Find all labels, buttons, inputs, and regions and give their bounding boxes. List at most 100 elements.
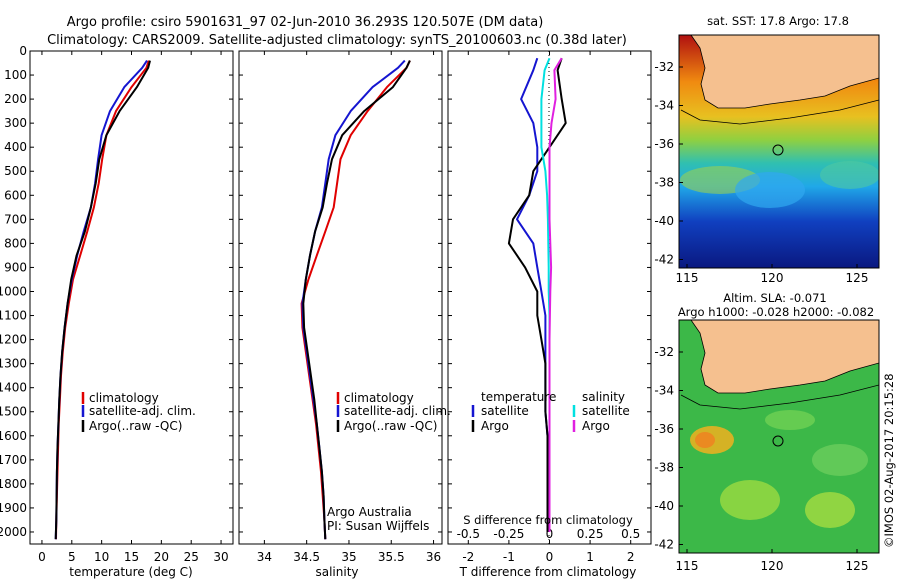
sla-feature [805,492,855,528]
axes-layer: 0100200300400500600700800900100011001200… [0,44,651,564]
y-tick-label: 400 [4,140,27,154]
lon-tick-label: 125 [846,271,869,285]
y-tick-label: 1900 [0,501,27,515]
legend-temperature-header: temperature [481,390,556,404]
t-difference-xlabel: T difference from climatology [459,565,637,579]
legend-satellite-label: satellite-adj. clim. [89,404,196,418]
series-line [54,60,151,540]
s-tick-label: -0.25 [493,527,524,541]
lon-tick-label: 120 [761,271,784,285]
temperature-lines [54,60,151,540]
temperature-xlabel: temperature (deg C) [69,565,192,579]
y-tick-label: 200 [4,92,27,106]
x-tick-label: -1 [503,550,515,564]
argo-australia-label: Argo Australia [327,505,412,519]
temperature-legend: climatology satellite-adj. clim. Argo(..… [81,391,196,433]
x-tick-label: 0 [546,550,554,564]
salinity-lines [300,59,411,540]
lat-tick-label: -38 [654,176,674,190]
s-difference-xlabel: S difference from climatology [463,513,633,527]
pi-label: PI: Susan Wijffels [327,519,429,533]
x-tick-label: 35.5 [378,550,405,564]
x-tick-label: 1 [586,550,594,564]
y-tick-label: 1800 [0,477,27,491]
y-tick-label: 1300 [0,357,27,371]
lon-tick-label: 115 [676,559,699,573]
sst-map-frame [678,34,880,269]
legend-s-argo-label: Argo [582,419,610,433]
x-tick-label: 20 [154,550,169,564]
sla-map-frame [678,319,880,554]
float-position-marker [772,435,784,447]
sst-map [679,35,879,268]
y-tick-label: 600 [4,188,27,202]
x-tick-label: 25 [184,550,199,564]
y-tick-label: 700 [4,212,27,226]
sla-feature [765,410,815,430]
legend-argo-label: Argo(..raw -QC) [344,419,437,433]
x-tick-label: 2 [627,550,635,564]
x-tick-label: -2 [462,550,474,564]
legend-argo-label: Argo(..raw -QC) [89,419,182,433]
imos-stamp: ©IMOS 02-Aug-2017 20:15:28 [882,373,896,548]
salinity-panel [238,50,443,545]
salinity-xlabel: salinity [315,565,358,579]
x-tick-label: 5 [68,550,76,564]
sla-map [679,320,879,553]
y-tick-label: 1700 [0,453,27,467]
sla-feature [720,480,780,520]
legend-satellite-label: satellite-adj. clim. [344,404,451,418]
land-mass [690,35,879,109]
lat-tick-label: -40 [654,499,674,513]
y-tick-label: 2000 [0,525,27,539]
y-tick-label: 1100 [0,309,27,323]
s-tick-label: 0 [546,527,554,541]
sst-feature [820,161,879,189]
lat-tick-label: -34 [654,384,674,398]
legend-s-satellite-label: satellite [582,404,630,418]
x-tick-label: 34.5 [293,550,320,564]
sst-feature [735,172,805,208]
y-tick-label: 100 [4,68,27,82]
x-tick-label: 10 [94,550,109,564]
x-tick-label: 30 [213,550,228,564]
y-tick-label: 300 [4,116,27,130]
y-tick-label: 900 [4,260,27,274]
lon-tick-label: 125 [846,559,869,573]
difference-lines [507,57,567,532]
sla-map-title1: Altim. SLA: -0.071 [723,291,827,305]
lat-tick-label: -36 [654,422,674,436]
series-line [507,57,567,532]
y-tick-label: 1400 [0,381,27,395]
lon-tick-label: 120 [761,559,784,573]
legend-t-argo-label: Argo [481,419,509,433]
s-tick-label: -0.5 [457,527,480,541]
x-tick-label: 35 [341,550,356,564]
temperature-panel [29,50,234,545]
lon-tick-label: 115 [676,271,699,285]
lat-tick-label: -32 [654,60,674,74]
legend-salinity-header: salinity [582,390,625,404]
y-tick-label: 1600 [0,429,27,443]
series-line [302,60,411,540]
salinity-legend: climatology satellite-adj. clim. Argo(..… [336,391,451,433]
isobath-contour [680,99,879,125]
land-mass [690,320,879,394]
s-tick-label: 0.5 [621,527,640,541]
lat-tick-label: -42 [654,538,674,552]
s-tick-label: 0.25 [577,527,604,541]
y-tick-label: 1200 [0,333,27,347]
lat-tick-label: -40 [654,214,674,228]
legend-t-satellite-label: satellite [481,404,529,418]
legend-climatology-label: climatology [344,391,414,405]
sla-map-title2: Argo h1000: -0.028 h2000: -0.082 [678,305,874,319]
x-tick-label: 15 [124,550,139,564]
figure-title-line1: Argo profile: csiro 5901631_97 02-Jun-20… [67,15,544,30]
y-tick-label: 800 [4,236,27,250]
isobath-contour [680,384,879,410]
x-tick-label: 0 [38,550,46,564]
sla-feature [812,444,868,476]
